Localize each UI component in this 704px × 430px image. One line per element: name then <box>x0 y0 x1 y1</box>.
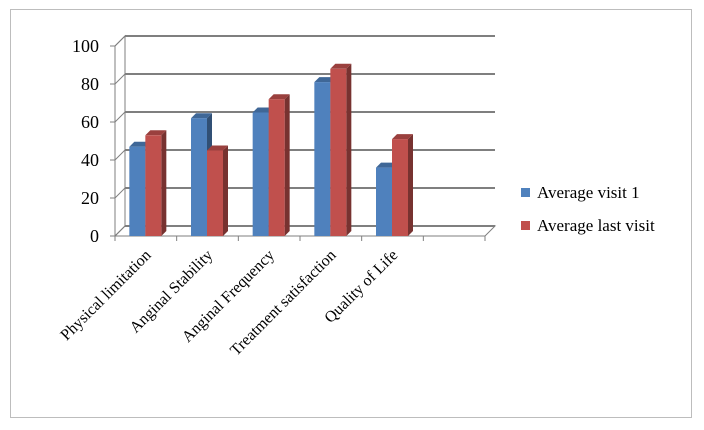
gridline-depth <box>114 35 126 47</box>
bar <box>191 118 207 236</box>
y-tick-label: 80 <box>81 74 99 94</box>
x-tick-label: Treatment satisfaction <box>227 247 339 359</box>
axes <box>110 45 486 241</box>
bar-top <box>376 162 397 168</box>
floor <box>113 225 497 237</box>
bar-top <box>314 77 336 83</box>
bar <box>330 68 347 236</box>
bar <box>145 135 162 236</box>
bar-top <box>191 113 212 119</box>
gridline-depth <box>114 111 126 123</box>
bar-side <box>408 134 413 236</box>
bar <box>252 112 269 236</box>
bar-top <box>252 107 274 113</box>
bar-top <box>145 130 167 136</box>
gridlines <box>114 35 495 237</box>
side-wall <box>114 34 126 238</box>
bar-side <box>346 63 352 236</box>
chart-walls <box>113 34 497 238</box>
gridline-depth <box>114 225 126 237</box>
bar-top <box>392 134 413 140</box>
gridline-depth <box>114 73 126 85</box>
bar-side <box>161 130 167 236</box>
bar-top <box>129 141 151 147</box>
bar <box>268 99 285 236</box>
y-tick-label: 20 <box>81 188 99 208</box>
legend-swatch <box>521 188 530 197</box>
bar <box>314 82 331 236</box>
y-tick-label: 60 <box>81 112 99 132</box>
legend-swatch <box>521 221 530 230</box>
y-tick-labels: 0 20 40 60 80 100 <box>72 36 99 246</box>
bar-top <box>330 63 352 69</box>
bar <box>392 139 408 236</box>
y-tick-label: 40 <box>81 150 99 170</box>
legend-label: Average last visit <box>537 216 655 235</box>
y-tick-label: 0 <box>90 226 99 246</box>
bar-top <box>207 145 228 151</box>
bar-side <box>284 94 290 236</box>
bars <box>129 63 413 236</box>
y-tick-label: 100 <box>72 36 99 56</box>
bar <box>207 150 223 236</box>
legend-label: Average visit 1 <box>537 183 640 202</box>
bar <box>376 167 392 236</box>
bar-side <box>223 145 228 236</box>
gridline-depth <box>114 149 126 161</box>
legend: Average visit 1 Average last visit <box>521 183 655 235</box>
bar-top <box>268 94 290 100</box>
bar <box>129 146 146 236</box>
gridline-depth <box>114 187 126 199</box>
